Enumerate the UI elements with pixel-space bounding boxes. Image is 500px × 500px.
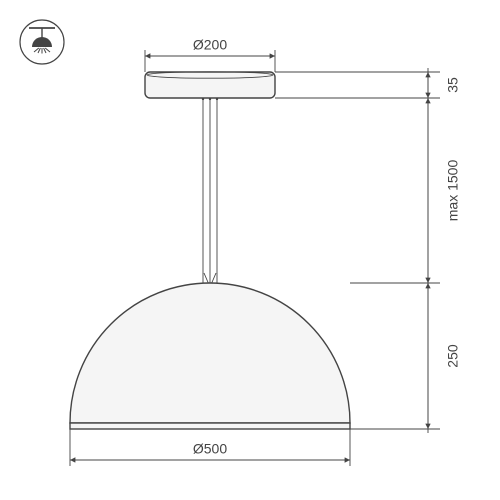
dim-35-label: 35 [445, 77, 461, 93]
type-icon-shade [32, 37, 52, 47]
type-icon-ray-4 [45, 48, 50, 52]
canopy [145, 72, 275, 98]
pendant-lamp-technical-drawing: Ø200 Ø500 35 max 1500 250 [0, 0, 500, 500]
dim-500-label: Ø500 [193, 441, 227, 457]
cable-anchor-0 [202, 98, 204, 100]
dim-max1500-label: max 1500 [445, 160, 461, 222]
type-icon-ray-0 [34, 48, 39, 52]
dim-250-label: 250 [445, 344, 461, 368]
dim-200-label: Ø200 [193, 37, 227, 53]
cable-anchor-1 [209, 98, 211, 100]
cable-anchor-2 [216, 98, 218, 100]
dome-rim [70, 423, 350, 429]
dome-shade [70, 283, 350, 423]
